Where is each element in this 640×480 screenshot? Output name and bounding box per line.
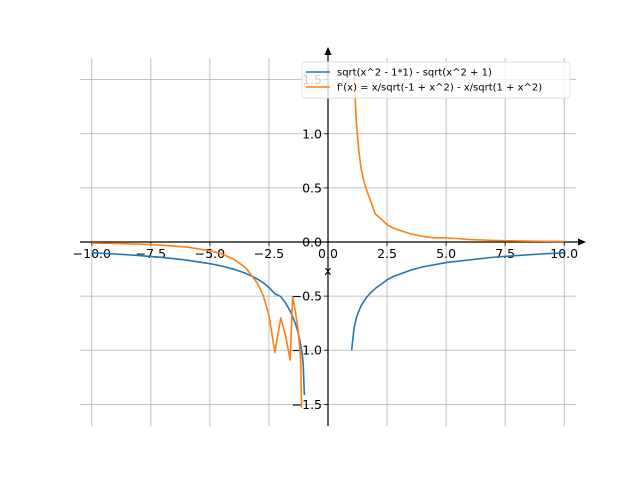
x-tick-label-5: 2.5 [377,246,397,261]
legend-box [301,61,571,99]
y-axis-arrow [324,47,332,55]
series-1-line-segment-1 [91,252,306,396]
legend: sqrt(x^2 - 1*1) - sqrt(x^2 + 1) f'(x) = … [301,61,571,99]
y-tick-label-0: −1.5 [292,397,322,412]
x-axis-label: x [324,263,331,278]
x-tick-label-6: 5.0 [436,246,456,261]
series-1-line-segment-2 [350,252,565,351]
axes [80,47,586,426]
legend-entry-series-1: sqrt(x^2 - 1*1) - sqrt(x^2 + 1) [337,68,492,79]
legend-entry-series-2: f'(x) = x/sqrt(-1 + x^2) - x/sqrt(1 + x^… [337,83,542,94]
series-2-line-segment-2 [353,76,565,243]
x-axis-arrow [578,238,586,246]
x-tick-label-7: 7.5 [495,246,515,261]
x-tick-label-1: −7.5 [136,246,166,261]
series [91,76,565,408]
x-tick-label-3: −2.5 [254,246,284,261]
series-2-line-segment-1 [91,242,303,408]
y-tick-label-5: 1.0 [302,126,322,141]
y-tick-label-4: 0.5 [302,180,322,195]
y-tick-label-2: −0.5 [292,289,322,304]
y-tick-label-1: −1.0 [292,343,322,358]
y-tick-label-3: 0.0 [302,235,322,250]
x-tick-label-4: 0.0 [318,246,338,261]
